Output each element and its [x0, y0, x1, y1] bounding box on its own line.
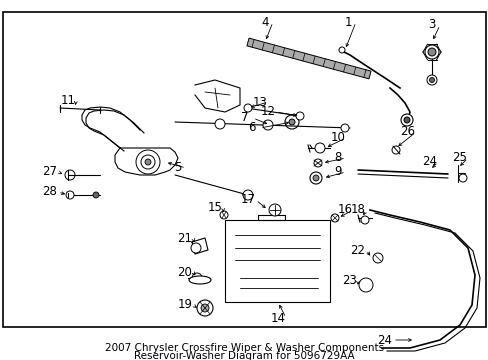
Text: 16: 16 — [337, 203, 352, 216]
Circle shape — [458, 174, 466, 182]
Bar — [3, 12, 485, 327]
Text: 14: 14 — [270, 311, 285, 324]
Circle shape — [243, 190, 252, 200]
Text: 3: 3 — [427, 18, 435, 31]
Text: 1: 1 — [344, 15, 351, 28]
Circle shape — [65, 170, 75, 180]
Text: 24: 24 — [422, 156, 437, 168]
Circle shape — [330, 214, 338, 222]
Circle shape — [141, 155, 155, 169]
Circle shape — [220, 211, 227, 219]
Text: 17: 17 — [240, 193, 255, 207]
Ellipse shape — [189, 276, 210, 284]
Circle shape — [136, 150, 160, 174]
Text: 5: 5 — [174, 162, 182, 175]
Circle shape — [263, 120, 272, 130]
Text: 22: 22 — [350, 243, 365, 256]
Bar — [224, 220, 329, 302]
Circle shape — [338, 47, 345, 53]
Circle shape — [309, 172, 321, 184]
Text: 23: 23 — [342, 274, 357, 287]
Circle shape — [427, 48, 435, 56]
Circle shape — [295, 112, 304, 120]
Text: 12: 12 — [260, 105, 275, 118]
Text: 6: 6 — [248, 121, 255, 135]
Text: 18: 18 — [350, 203, 365, 216]
Circle shape — [191, 243, 201, 253]
Circle shape — [361, 281, 369, 289]
Circle shape — [358, 278, 372, 292]
Text: 10: 10 — [330, 131, 345, 144]
Polygon shape — [246, 38, 370, 79]
Text: 20: 20 — [177, 265, 192, 279]
Circle shape — [313, 159, 321, 167]
Text: 27: 27 — [42, 166, 58, 179]
Circle shape — [312, 175, 318, 181]
Circle shape — [424, 45, 438, 59]
Text: 26: 26 — [400, 126, 415, 139]
Circle shape — [400, 114, 412, 126]
Text: 2007 Chrysler Crossfire Wiper & Washer Components: 2007 Chrysler Crossfire Wiper & Washer C… — [105, 343, 383, 353]
Circle shape — [93, 192, 99, 198]
Text: 4: 4 — [261, 15, 268, 28]
Text: 19: 19 — [177, 298, 192, 311]
Circle shape — [66, 191, 74, 199]
Circle shape — [268, 204, 281, 216]
Circle shape — [360, 216, 368, 224]
Text: Reservoir-Washer Diagram for 5096729AA: Reservoir-Washer Diagram for 5096729AA — [134, 351, 354, 360]
Circle shape — [403, 117, 409, 123]
Text: 24: 24 — [377, 333, 392, 346]
Circle shape — [145, 159, 151, 165]
Circle shape — [215, 119, 224, 129]
Circle shape — [340, 124, 348, 132]
Circle shape — [244, 104, 251, 112]
Text: 21: 21 — [177, 231, 192, 244]
Circle shape — [372, 253, 382, 263]
Text: 25: 25 — [451, 152, 467, 165]
Circle shape — [288, 119, 294, 125]
Text: 9: 9 — [334, 166, 341, 179]
Text: 8: 8 — [334, 152, 341, 165]
Circle shape — [426, 75, 436, 85]
Circle shape — [285, 115, 298, 129]
Circle shape — [201, 304, 208, 312]
Text: 11: 11 — [61, 94, 75, 107]
Text: 7: 7 — [241, 112, 248, 125]
Circle shape — [192, 273, 202, 283]
Circle shape — [197, 300, 213, 316]
Text: 15: 15 — [207, 202, 222, 215]
Text: 13: 13 — [252, 95, 267, 108]
Circle shape — [428, 77, 434, 82]
Circle shape — [314, 143, 325, 153]
Text: 28: 28 — [42, 185, 57, 198]
Circle shape — [391, 146, 399, 154]
